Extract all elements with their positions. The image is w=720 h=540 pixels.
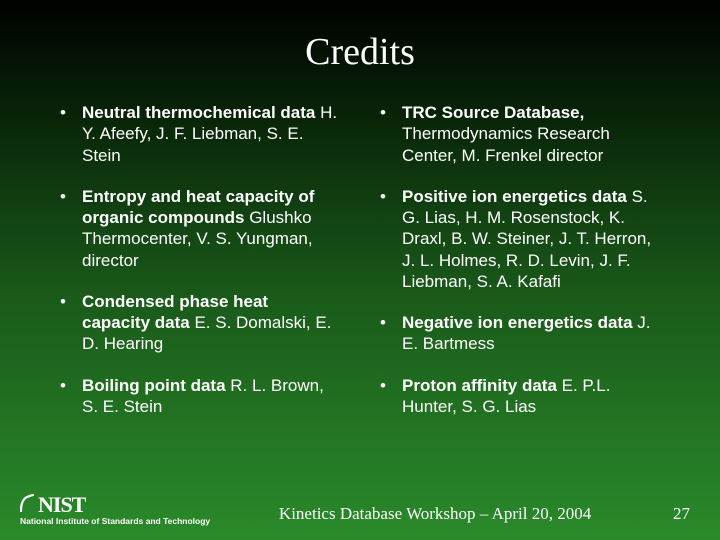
- list-item: • Positive ion energetics data S. G. Lia…: [380, 186, 660, 292]
- item-text: Negative ion energetics data J. E. Bartm…: [402, 312, 660, 355]
- bullet-icon: •: [60, 375, 82, 418]
- item-text: Condensed phase heat capacity data E. S.…: [82, 291, 340, 355]
- content-columns: • Neutral thermochemical data H. Y. Afee…: [60, 102, 660, 437]
- logo-swoosh-icon: [20, 492, 34, 518]
- logo-subtitle: National Institute of Standards and Tech…: [20, 516, 210, 526]
- list-item: • Negative ion energetics data J. E. Bar…: [380, 312, 660, 355]
- list-item: • Condensed phase heat capacity data E. …: [60, 291, 340, 355]
- list-item: • Neutral thermochemical data H. Y. Afee…: [60, 102, 340, 166]
- right-column: • TRC Source Database, Thermodynamics Re…: [380, 102, 660, 437]
- bullet-icon: •: [380, 102, 402, 166]
- list-item: • TRC Source Database, Thermodynamics Re…: [380, 102, 660, 166]
- item-text: Neutral thermochemical data H. Y. Afeefy…: [82, 102, 340, 166]
- bullet-icon: •: [380, 375, 402, 418]
- footer-text: Kinetics Database Workshop – April 20, 2…: [210, 504, 660, 526]
- logo-mark: NIST: [20, 492, 85, 518]
- item-text: TRC Source Database, Thermodynamics Rese…: [402, 102, 660, 166]
- slide-title: Credits: [60, 30, 660, 74]
- item-text: Positive ion energetics data S. G. Lias,…: [402, 186, 660, 292]
- bullet-icon: •: [380, 312, 402, 355]
- bullet-icon: •: [60, 102, 82, 166]
- logo-text: NIST: [38, 492, 85, 518]
- page-number: 27: [660, 504, 690, 526]
- bullet-icon: •: [60, 291, 82, 355]
- item-text: Entropy and heat capacity of organic com…: [82, 186, 340, 271]
- slide: Credits • Neutral thermochemical data H.…: [0, 0, 720, 540]
- item-text: Boiling point data R. L. Brown, S. E. St…: [82, 375, 340, 418]
- list-item: • Boiling point data R. L. Brown, S. E. …: [60, 375, 340, 418]
- slide-footer: NIST National Institute of Standards and…: [0, 492, 720, 526]
- nist-logo: NIST National Institute of Standards and…: [20, 492, 210, 526]
- bullet-icon: •: [380, 186, 402, 292]
- item-text: Proton affinity data E. P.L. Hunter, S. …: [402, 375, 660, 418]
- bullet-icon: •: [60, 186, 82, 271]
- list-item: • Entropy and heat capacity of organic c…: [60, 186, 340, 271]
- list-item: • Proton affinity data E. P.L. Hunter, S…: [380, 375, 660, 418]
- left-column: • Neutral thermochemical data H. Y. Afee…: [60, 102, 340, 437]
